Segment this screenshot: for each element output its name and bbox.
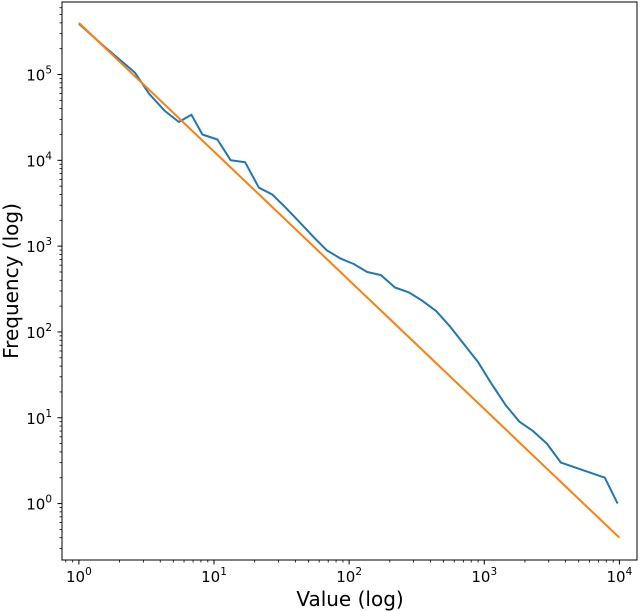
y-tick-label: 104 (26, 150, 52, 170)
x-tick-label: 101 (201, 566, 227, 586)
y-tick-label: 101 (26, 408, 52, 428)
x-axis: 100 101 102 103 104 (65, 560, 633, 586)
y-axis-title: Frequency (log) (0, 203, 23, 359)
x-tick-label: 103 (471, 566, 497, 586)
series-line-0 (78, 23, 619, 505)
y-axis: 100 101 102 103 104 105 (26, 7, 62, 549)
plot-lines (78, 22, 621, 539)
y-tick-label: 102 (26, 322, 52, 342)
x-axis-title: Value (log) (296, 587, 403, 611)
series-line-1 (78, 22, 621, 539)
y-tick-label: 105 (26, 65, 52, 85)
y-tick-label: 100 (26, 494, 52, 514)
x-tick-label: 104 (606, 566, 632, 586)
y-tick-label: 103 (26, 236, 52, 256)
x-tick-label: 102 (336, 566, 362, 586)
x-tick-label: 100 (66, 566, 92, 586)
